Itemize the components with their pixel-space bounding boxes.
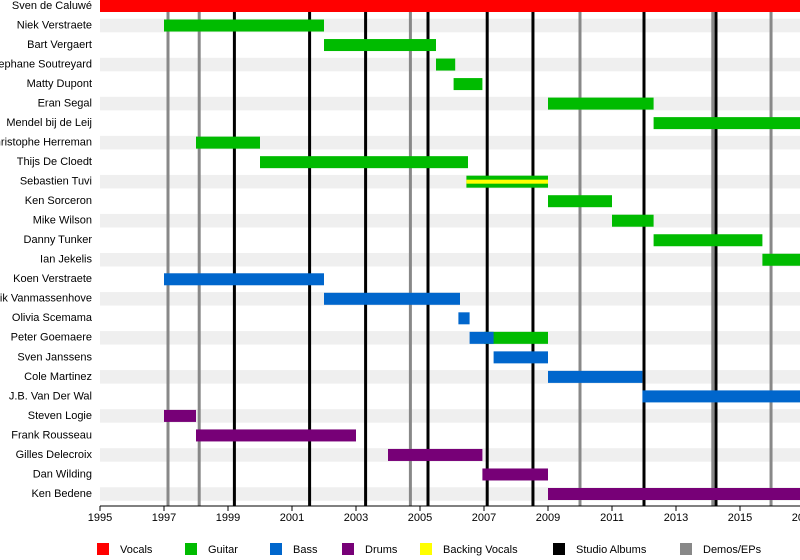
member-bar — [493, 351, 548, 364]
member-bar — [388, 448, 483, 461]
member-bar — [548, 195, 612, 208]
x-tick-label: 2013 — [664, 512, 688, 524]
member-bar — [164, 273, 324, 286]
row-label: Gilles Delecroix — [16, 449, 93, 461]
x-tick-label: 2015 — [728, 512, 752, 524]
row-stripe — [100, 253, 800, 267]
member-bar — [196, 136, 260, 149]
row-label: Olivia Scemama — [12, 312, 93, 324]
row-stripe — [100, 331, 800, 345]
legend-label: Backing Vocals — [443, 544, 518, 556]
row-label: Sebastien Tuvi — [20, 176, 92, 188]
row-label: Dan Wilding — [33, 468, 92, 480]
x-tick-label: 1997 — [152, 512, 176, 524]
member-bar — [196, 429, 356, 442]
row-label: Steven Logie — [28, 410, 92, 422]
row-label: Stephane Soutreyard — [0, 58, 92, 70]
row-stripe — [100, 174, 800, 189]
row-stripe — [100, 370, 800, 384]
member-bar — [164, 409, 196, 422]
x-tick-label: 2001 — [280, 512, 304, 524]
member-bar — [762, 253, 800, 266]
row-stripe — [100, 135, 800, 150]
legend-swatch — [680, 543, 692, 555]
legend-swatch — [342, 543, 354, 555]
member-bar — [469, 331, 494, 344]
row-label: Niek Verstraete — [17, 19, 92, 31]
member-bar — [100, 0, 800, 12]
row-stripe — [100, 409, 800, 423]
member-bar — [548, 370, 643, 383]
member-bar — [453, 78, 483, 91]
member-bar — [482, 468, 548, 481]
member-bar — [548, 488, 800, 500]
member-bar — [653, 117, 800, 130]
row-stripe — [100, 213, 800, 228]
legend-label: Studio Albums — [576, 544, 647, 556]
row-label: Cole Martinez — [24, 371, 92, 383]
x-tick-label: 2017 — [792, 512, 800, 524]
x-tick-label: 2005 — [408, 512, 432, 524]
member-bar — [436, 58, 456, 71]
member-bar — [458, 312, 470, 325]
legend-label: Guitar — [208, 544, 238, 556]
legend-swatch — [270, 543, 282, 555]
row-label: Sven de Caluwé — [12, 0, 92, 12]
row-label: Frank Rousseau — [11, 429, 92, 441]
x-tick-label: 1995 — [88, 512, 112, 524]
row-label: Matty Dupont — [27, 78, 92, 90]
legend-label: Bass — [293, 544, 318, 556]
row-label: Ken Sorceron — [25, 195, 92, 207]
legend-swatch — [420, 543, 432, 555]
x-tick-label: 2003 — [344, 512, 368, 524]
row-label: Ken Bedene — [31, 488, 92, 500]
row-label: Ian Jekelis — [40, 254, 92, 266]
legend-label: Demos/EPs — [703, 544, 762, 556]
legend-swatch — [97, 543, 109, 555]
row-label: Koen Verstraete — [13, 273, 92, 285]
row-label: Sven Janssens — [17, 351, 92, 363]
x-tick-label: 2007 — [472, 512, 496, 524]
row-label: Eran Segal — [38, 98, 92, 110]
member-bar — [548, 97, 654, 110]
legend-label: Vocals — [120, 544, 153, 556]
row-label: Thijs De Cloedt — [17, 156, 92, 168]
member-bar — [484, 331, 548, 344]
row-label: Mike Wilson — [33, 215, 92, 227]
legend-label: Drums — [365, 544, 398, 556]
member-bar — [612, 214, 654, 227]
row-label: Mendel bij de Leij — [6, 117, 92, 129]
row-stripe — [100, 96, 800, 111]
x-tick-label: 2009 — [536, 512, 560, 524]
legend-swatch — [553, 543, 565, 555]
member-bar — [466, 179, 548, 184]
row-label: Christophe Herreman — [0, 137, 92, 149]
member-bar — [164, 19, 324, 32]
legend-swatch — [185, 543, 197, 555]
row-label: Erik Vanmassenhove — [0, 293, 92, 305]
x-tick-label: 1999 — [216, 512, 240, 524]
row-label: Peter Goemaere — [11, 332, 92, 344]
x-tick-label: 2011 — [600, 512, 624, 524]
row-label: Bart Vergaert — [27, 39, 92, 51]
row-label: Danny Tunker — [24, 234, 93, 246]
member-bar — [653, 234, 763, 247]
member-bar — [324, 39, 436, 52]
member-bar — [642, 390, 800, 403]
member-bar — [324, 292, 460, 305]
member-bar — [260, 156, 468, 169]
row-label: J.B. Van Der Wal — [9, 390, 92, 402]
